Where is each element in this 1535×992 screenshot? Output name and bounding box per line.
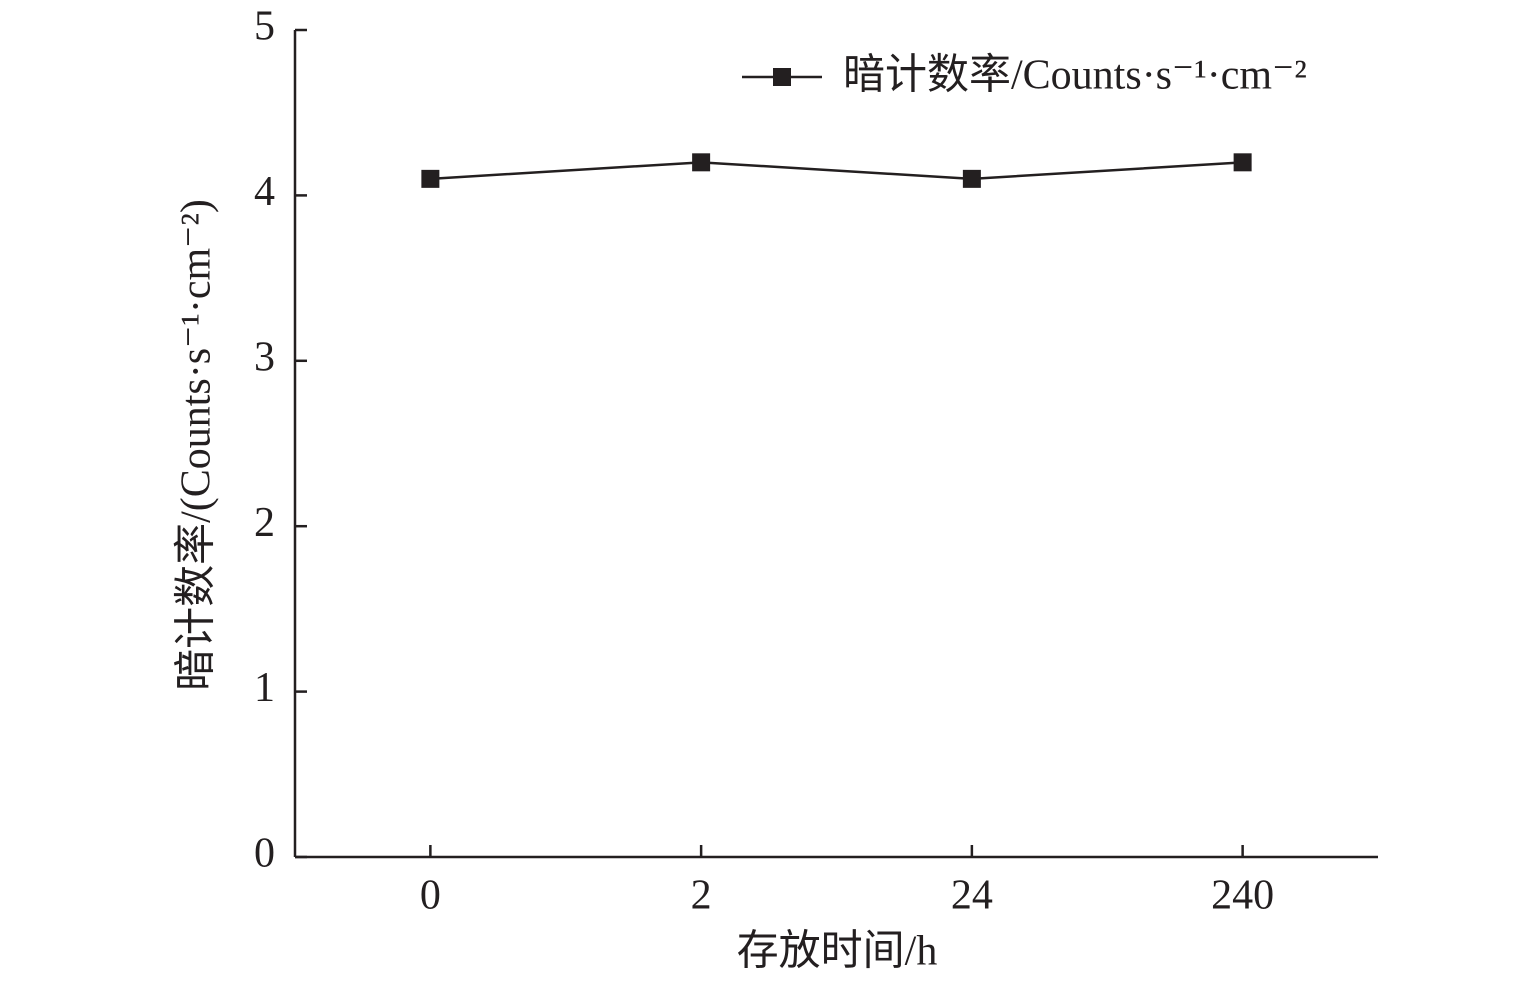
- data-marker: [421, 169, 440, 188]
- data-marker: [692, 153, 711, 172]
- x-tick-label: 24: [951, 873, 993, 919]
- y-axis-label: 暗计数率/(Counts·s⁻¹·cm⁻²): [173, 199, 220, 691]
- y-tick-label: 5: [254, 4, 275, 50]
- data-marker: [962, 169, 981, 188]
- legend-marker: [773, 68, 791, 86]
- x-tick-label: 0: [420, 873, 441, 919]
- y-tick-label: 4: [254, 169, 275, 215]
- y-tick-label: 3: [254, 334, 275, 380]
- x-axis-label: 存放时间/h: [737, 929, 938, 975]
- y-tick-label: 2: [254, 500, 275, 546]
- data-line: [430, 161, 1243, 181]
- x-tick-label: 240: [1211, 873, 1274, 919]
- data-marker: [1233, 153, 1252, 172]
- legend-label: 暗计数率/Counts·s⁻¹·cm⁻²: [843, 52, 1307, 99]
- y-tick-label: 0: [254, 831, 275, 877]
- x-tick-label: 2: [691, 873, 712, 919]
- y-tick-label: 1: [254, 665, 275, 711]
